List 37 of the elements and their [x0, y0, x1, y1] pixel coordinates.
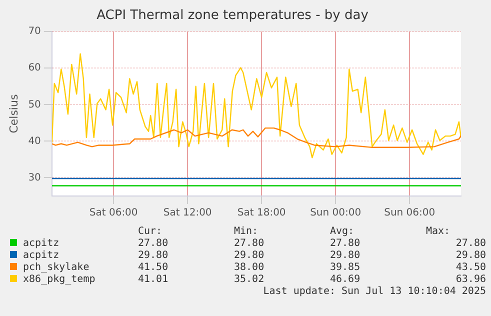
text: Min:: [233, 226, 260, 238]
x-tick-label: Sun 00:00: [310, 208, 362, 219]
text: Avg:: [329, 226, 356, 238]
text: 29.80: [329, 250, 362, 262]
legend-label: acpitz: [22, 238, 60, 250]
text: 39.85: [329, 262, 362, 274]
chart-title: ACPI Thermal zone temperatures - by day: [96, 8, 369, 24]
text: 46.69: [329, 274, 362, 286]
text: 43.50: [454, 262, 487, 274]
x-tick-label: Sat 12:00: [163, 208, 212, 219]
text: Cur:: [137, 226, 164, 238]
text: 29.80: [454, 250, 487, 262]
x-tick-label: Sun 06:00: [384, 208, 436, 219]
legend-label: acpitz: [22, 250, 60, 262]
text: 38.00: [233, 262, 266, 274]
text: 41.50: [137, 262, 170, 274]
text: 63.96: [454, 274, 487, 286]
text: 27.80: [329, 238, 362, 250]
legend-label: x86_pkg_temp: [22, 274, 96, 286]
text: 29.80: [233, 250, 266, 262]
y-axis-title: Celsius: [7, 94, 20, 134]
y-tick-label: 70: [28, 26, 41, 38]
text: 35.02: [233, 274, 266, 286]
y-tick-label: 40: [28, 136, 41, 147]
text: 27.80: [454, 238, 487, 250]
text: 29.80: [137, 250, 170, 262]
text: 41.01: [137, 274, 170, 286]
y-tick-label: 30: [28, 172, 41, 184]
y-tick-label: 60: [28, 62, 41, 74]
text: 27.80: [137, 238, 170, 250]
x-tick-label: Sat 06:00: [89, 208, 138, 219]
text: Max:: [425, 226, 452, 238]
text: 27.80: [233, 238, 266, 250]
x-tick-label: Sat 18:00: [237, 208, 286, 219]
legend-label: pch_skylake: [22, 262, 90, 274]
text: Last update: Sun Jul 13 10:10:04 2025: [262, 286, 487, 298]
y-tick-label: 50: [28, 99, 41, 110]
